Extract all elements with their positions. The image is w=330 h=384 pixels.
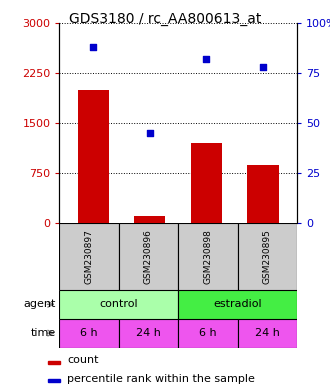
Text: agent: agent [24, 299, 56, 310]
Bar [178, 223, 238, 290]
Point [91, 44, 96, 50]
Text: 6 h: 6 h [199, 328, 217, 338]
Text: percentile rank within the sample: percentile rank within the sample [67, 374, 255, 384]
Text: time: time [31, 328, 56, 338]
Text: GSM230896: GSM230896 [144, 229, 153, 284]
Text: GSM230898: GSM230898 [203, 229, 213, 284]
Text: count: count [67, 355, 99, 365]
Bar [178, 290, 297, 319]
Text: GSM230895: GSM230895 [263, 229, 272, 284]
Bar [119, 223, 178, 290]
Text: GDS3180 / rc_AA800613_at: GDS3180 / rc_AA800613_at [69, 12, 261, 25]
Bar [48, 379, 60, 382]
Point [260, 64, 266, 70]
Bar [78, 89, 109, 223]
Bar [59, 290, 178, 319]
Bar [238, 223, 297, 290]
Bar [238, 319, 297, 348]
Text: estradiol: estradiol [213, 299, 262, 310]
Bar [191, 143, 222, 223]
Point [204, 56, 209, 62]
Text: 24 h: 24 h [136, 328, 161, 338]
Text: control: control [99, 299, 138, 310]
Bar [119, 319, 178, 348]
Bar [48, 361, 60, 364]
Text: 6 h: 6 h [80, 328, 98, 338]
Bar [59, 223, 119, 290]
Bar [59, 319, 119, 348]
Bar [134, 216, 165, 223]
Point [147, 130, 152, 136]
Bar [178, 319, 238, 348]
Text: GSM230897: GSM230897 [84, 229, 94, 284]
Bar [248, 165, 279, 223]
Text: 24 h: 24 h [255, 328, 280, 338]
